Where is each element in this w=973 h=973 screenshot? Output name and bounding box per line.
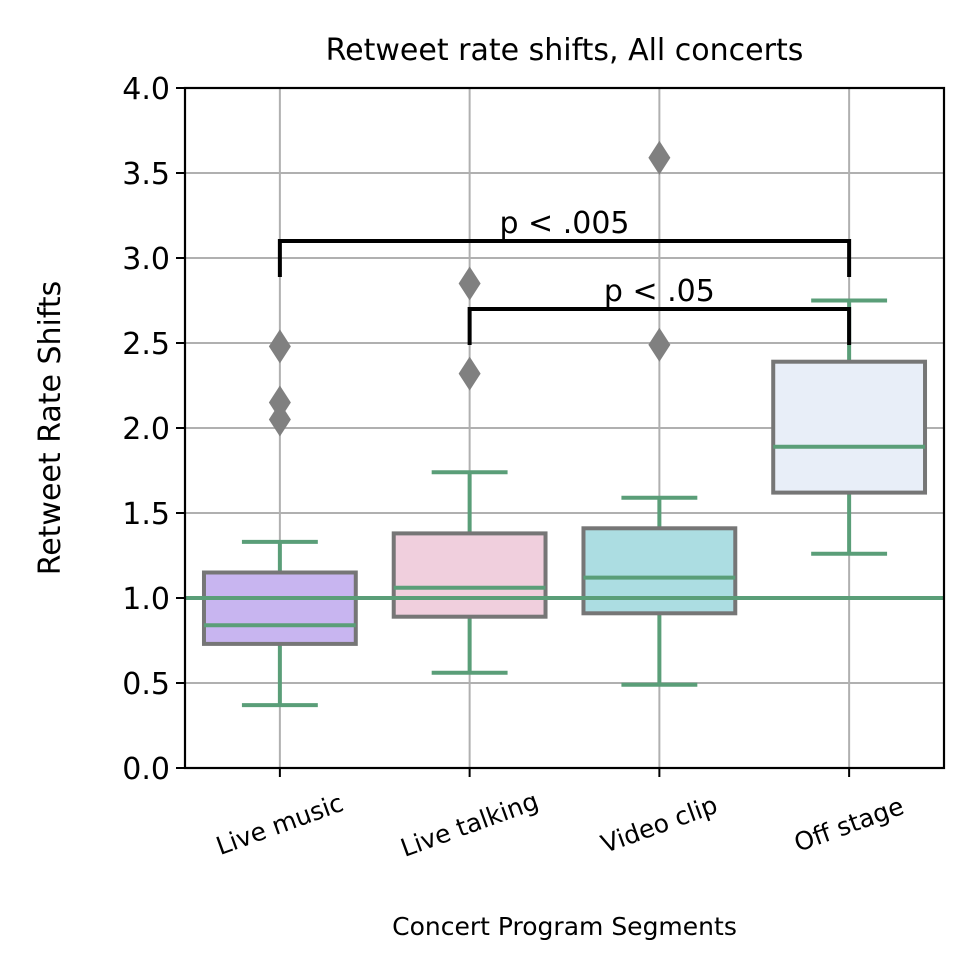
y-tick-label: 3.5 bbox=[122, 157, 170, 192]
box-iqr bbox=[391, 531, 548, 619]
outlier-point bbox=[268, 329, 291, 364]
box-layer bbox=[185, 140, 944, 708]
significance-label: p < .005 bbox=[499, 206, 629, 241]
outlier-point bbox=[268, 385, 291, 420]
box-group bbox=[391, 266, 548, 675]
significance-bracket bbox=[277, 239, 852, 277]
x-category-label: Live music bbox=[212, 788, 347, 861]
x-category-label: Video clip bbox=[597, 790, 721, 859]
outlier-point bbox=[648, 140, 671, 175]
outlier-point bbox=[648, 327, 671, 362]
y-tick-label: 2.0 bbox=[122, 412, 170, 447]
box-iqr bbox=[771, 359, 928, 495]
significance-label: p < .05 bbox=[604, 274, 715, 309]
chart-title: Retweet rate shifts, All concerts bbox=[326, 33, 804, 68]
outlier-point bbox=[458, 356, 481, 391]
box-iqr bbox=[201, 570, 358, 646]
outlier-point bbox=[458, 266, 481, 301]
y-tick-label: 2.5 bbox=[122, 327, 170, 362]
y-tick-label: 3.0 bbox=[122, 242, 170, 277]
y-tick-label: 1.0 bbox=[122, 582, 170, 617]
x-category-label: Off stage bbox=[790, 791, 907, 857]
y-tick-label: 0.0 bbox=[122, 752, 170, 787]
box-iqr bbox=[581, 526, 738, 616]
significance-layer: p < .005 p < .05 bbox=[277, 206, 852, 345]
y-axis-label: Retweet Rate Shifts bbox=[33, 281, 68, 576]
y-tick-label: 1.5 bbox=[122, 497, 170, 532]
x-axis-label: Concert Program Segments bbox=[392, 912, 737, 941]
significance-bracket bbox=[467, 307, 852, 345]
x-category-label: Live talking bbox=[397, 786, 542, 863]
y-tick-label: 0.5 bbox=[122, 667, 170, 702]
box-group bbox=[201, 329, 358, 708]
box-group bbox=[771, 298, 928, 556]
y-tick-label: 4.0 bbox=[122, 72, 170, 107]
